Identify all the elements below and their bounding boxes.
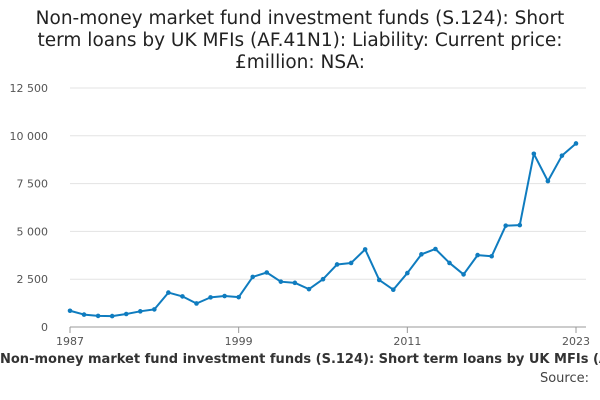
data-point: [250, 274, 256, 280]
y-axis: 0 2 500 5 000 7 500 10 000 12 500: [10, 82, 49, 334]
data-point: [503, 223, 509, 228]
x-tick-label: 1987: [56, 335, 84, 348]
data-point: [405, 270, 410, 276]
data-point: [222, 293, 227, 299]
data-point: [419, 252, 424, 257]
chart-title: Non-money market fund investment funds (…: [35, 8, 565, 73]
data-point: [194, 301, 199, 306]
data-point: [166, 290, 171, 295]
y-tick-label: 12 500: [10, 82, 49, 95]
series-line: [69, 142, 577, 318]
y-tick-label: 2 500: [17, 273, 49, 286]
data-point: [433, 246, 438, 252]
data-point: [137, 309, 143, 314]
series-group: [67, 141, 579, 319]
data-point: [67, 308, 73, 314]
data-point: [447, 260, 452, 266]
data-point: [334, 262, 340, 267]
data-point: [517, 222, 523, 228]
y-tick-label: 0: [41, 321, 48, 334]
x-tick-label: 1999: [225, 335, 253, 348]
data-point: [236, 294, 241, 300]
y-tick-label: 5 000: [17, 225, 49, 238]
data-point: [461, 272, 466, 277]
y-tick-label: 10 000: [10, 130, 49, 143]
legend-entry: Non-money market fund investment funds (…: [0, 352, 600, 367]
data-point: [362, 247, 368, 252]
x-axis: 1987 1999 2011 2023: [56, 327, 590, 348]
source-label: Source:: [539, 371, 589, 386]
data-point: [376, 277, 382, 283]
data-point: [475, 252, 480, 258]
data-point: [573, 141, 579, 146]
data-point: [95, 313, 101, 319]
data-point: [306, 286, 312, 292]
y-tick-label: 7 500: [17, 178, 49, 191]
data-point: [320, 276, 326, 282]
data-point: [559, 153, 565, 158]
data-point: [180, 294, 185, 299]
data-point: [292, 280, 298, 286]
legend: Non-money market fund investment funds (…: [0, 352, 600, 372]
data-point: [152, 307, 157, 312]
gridlines: [70, 87, 586, 328]
data-point: [348, 260, 354, 266]
data-point: [545, 178, 551, 184]
x-tick-label: 2011: [393, 335, 421, 348]
data-point: [81, 312, 87, 317]
x-tick-label: 2023: [562, 335, 590, 348]
data-point: [390, 287, 396, 293]
data-point: [278, 279, 284, 284]
data-point: [489, 253, 494, 259]
data-point: [123, 311, 129, 317]
data-point: [264, 270, 270, 275]
data-point: [109, 313, 115, 319]
data-point: [531, 151, 537, 157]
data-point: [208, 295, 213, 300]
